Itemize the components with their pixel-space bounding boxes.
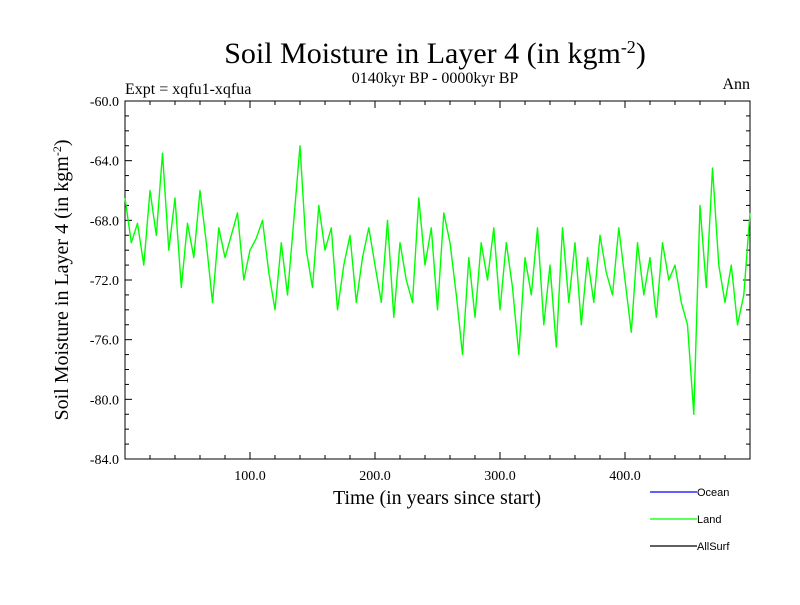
chart-title-text: Soil Moisture in Layer 4 (in kgm: [224, 37, 621, 70]
subtitle-right: Ann: [722, 76, 750, 93]
x-axis-label: Time (in years since start): [333, 487, 541, 509]
y-tick-label: -84.0: [90, 453, 119, 468]
x-tick-label: 300.0: [484, 469, 516, 484]
y-tick-label: -68.0: [90, 214, 119, 229]
y-tick-label: -80.0: [90, 393, 119, 408]
x-tick-label: 200.0: [359, 469, 391, 484]
chart-title: Soil Moisture in Layer 4 (in kgm-2): [224, 37, 646, 70]
y-tick-label: -60.0: [90, 95, 119, 110]
legend-label-ocean: Ocean: [697, 487, 729, 499]
y-axis: -60.0 -64.0 -68.0 -72.0 -76.0 -80.0 -84.0: [90, 95, 750, 468]
chart-title-sup: -2: [621, 37, 636, 57]
legend-label-allsurf: AllSurf: [697, 541, 730, 553]
x-tick-label: 100.0: [234, 469, 266, 484]
legend: Ocean Land AllSurf: [650, 487, 730, 553]
chart-title-close: ): [636, 37, 646, 70]
plot-frame: [124, 100, 751, 460]
legend-label-land: Land: [697, 514, 721, 526]
series-line-land: [124, 145, 751, 415]
x-axis: 100.0 200.0 300.0 400.0: [149, 101, 726, 484]
y-tick-label: -64.0: [90, 155, 119, 170]
y-tick-label: -72.0: [90, 274, 119, 289]
subtitle-left: Expt = xqfu1-xqfua: [125, 81, 251, 98]
y-axis-label: Soil Moisture in Layer 4 (in kgm-2): [50, 139, 73, 420]
y-axis-label-close: ): [51, 139, 73, 146]
x-tick-label: 400.0: [609, 469, 641, 484]
series-layer: [124, 145, 751, 415]
y-axis-label-sup: -2: [50, 146, 64, 156]
subtitle-center: 0140kyr BP - 0000kyr BP: [352, 70, 519, 87]
y-axis-label-text: Soil Moisture in Layer 4 (in kgm: [51, 156, 73, 421]
y-tick-label: -76.0: [90, 334, 119, 349]
